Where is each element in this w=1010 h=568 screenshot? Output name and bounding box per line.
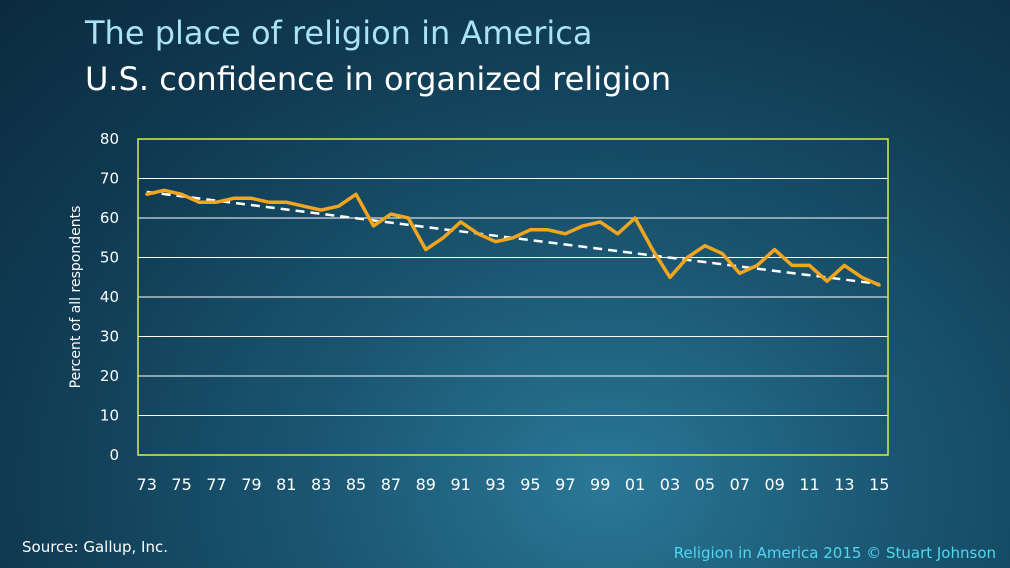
data-point xyxy=(162,188,166,192)
x-tick-label: 81 xyxy=(276,475,296,494)
data-point xyxy=(302,204,306,208)
x-tick-label: 01 xyxy=(625,475,645,494)
data-point xyxy=(406,216,410,220)
data-point xyxy=(371,224,375,228)
x-tick-label: 75 xyxy=(171,475,191,494)
x-tick-label: 83 xyxy=(311,475,331,494)
data-point xyxy=(790,263,794,267)
grid-lines xyxy=(138,178,888,416)
data-point xyxy=(249,196,253,200)
x-tick-label: 03 xyxy=(660,475,680,494)
x-tick-label: 79 xyxy=(241,475,261,494)
data-point xyxy=(197,200,201,204)
data-point xyxy=(424,248,428,252)
y-tick-label: 60 xyxy=(100,209,119,227)
y-tick-label: 80 xyxy=(100,130,119,148)
data-point xyxy=(214,200,218,204)
data-point xyxy=(319,208,323,212)
x-tick-label: 99 xyxy=(590,475,610,494)
data-point xyxy=(877,283,881,287)
credit-note: Religion in America 2015 © Stuart Johnso… xyxy=(673,544,996,562)
x-tick-label: 93 xyxy=(485,475,505,494)
data-point xyxy=(389,212,393,216)
data-point xyxy=(808,263,812,267)
x-tick-label: 91 xyxy=(450,475,470,494)
y-axis-ticks: 0 10 20 30 40 50 60 70 80 xyxy=(100,130,119,464)
chart-subtitle: U.S. confidence in organized religion xyxy=(85,60,672,98)
x-tick-label: 77 xyxy=(206,475,226,494)
plot-frame xyxy=(137,138,889,456)
y-tick-label: 30 xyxy=(100,328,119,346)
data-point xyxy=(494,240,498,244)
data-point xyxy=(459,220,463,224)
data-point xyxy=(685,256,689,259)
x-tick-label: 89 xyxy=(416,475,436,494)
y-tick-label: 10 xyxy=(100,407,119,425)
data-point xyxy=(651,248,655,252)
data-point xyxy=(720,252,724,256)
data-point xyxy=(441,236,445,240)
y-tick-label: 50 xyxy=(100,249,119,267)
source-note: Source: Gallup, Inc. xyxy=(22,538,169,556)
data-point xyxy=(842,263,846,267)
data-point xyxy=(633,216,637,220)
data-point xyxy=(145,192,149,196)
data-point xyxy=(738,271,742,275)
data-point xyxy=(284,200,288,204)
data-point xyxy=(180,192,184,196)
x-tick-label: 11 xyxy=(799,475,819,494)
data-point xyxy=(860,275,864,279)
x-axis-ticks: 73 75 77 79 81 83 85 87 89 91 93 95 97 99 01 03 05 07 09 11… xyxy=(137,475,890,494)
data-point xyxy=(668,275,672,279)
x-tick-label: 05 xyxy=(695,475,715,494)
data-point xyxy=(337,204,341,208)
trend-line xyxy=(146,190,880,286)
x-tick-label: 87 xyxy=(381,475,401,494)
x-tick-label: 15 xyxy=(869,475,889,494)
x-tick-label: 09 xyxy=(764,475,784,494)
y-tick-label: 20 xyxy=(100,367,119,385)
data-point xyxy=(511,236,515,240)
x-tick-label: 95 xyxy=(520,475,540,494)
y-tick-label: 70 xyxy=(100,170,119,188)
x-tick-label: 85 xyxy=(346,475,366,494)
data-point xyxy=(598,220,602,224)
x-tick-label: 97 xyxy=(555,475,575,494)
data-point xyxy=(476,232,480,236)
y-axis-label: Percent of all respondents xyxy=(68,206,84,389)
x-tick-label: 13 xyxy=(834,475,854,494)
data-point xyxy=(528,228,532,232)
y-tick-label: 0 xyxy=(109,446,119,464)
data-point xyxy=(581,224,585,228)
y-tick-label: 40 xyxy=(100,288,119,306)
data-point xyxy=(755,263,759,267)
data-point xyxy=(232,196,236,200)
data-point xyxy=(825,279,829,283)
data-point xyxy=(703,244,707,248)
slide-title: The place of religion in America xyxy=(85,14,593,52)
data-point xyxy=(546,228,550,232)
data-point xyxy=(616,232,620,236)
x-tick-label: 73 xyxy=(137,475,157,494)
data-point xyxy=(267,200,271,204)
data-point xyxy=(563,232,567,236)
data-point xyxy=(773,248,777,252)
data-point xyxy=(354,192,358,196)
data-points xyxy=(145,188,881,287)
x-tick-label: 07 xyxy=(730,475,750,494)
